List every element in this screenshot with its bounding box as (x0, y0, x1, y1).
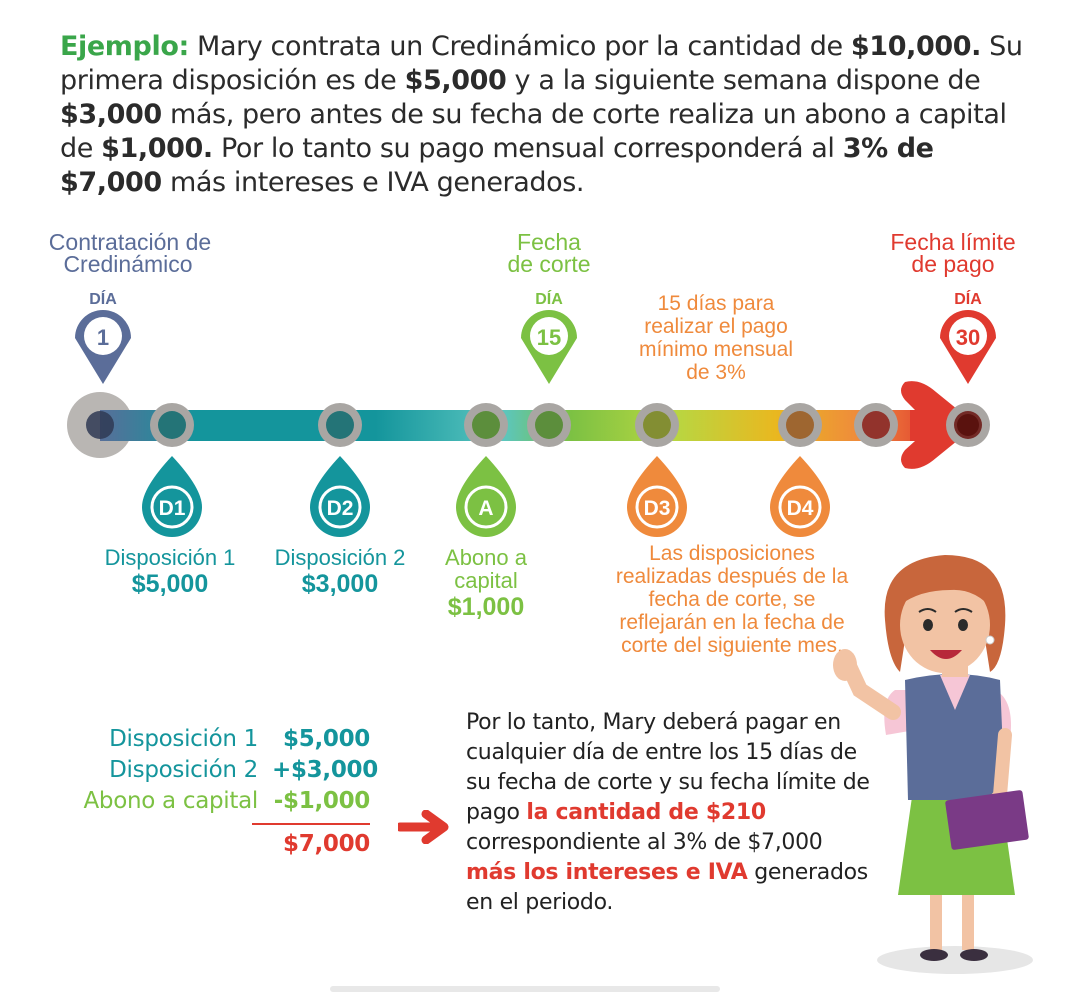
label-corte-2: de corte (507, 251, 590, 277)
intro-paragraph: Ejemplo: Mary contrata un Credinámico po… (60, 30, 1040, 200)
drop-icon (627, 456, 687, 537)
label-contratacion-2: Credinámico (63, 251, 192, 277)
drop-d2-amount: $3,000 (302, 570, 378, 598)
label-plazo-2: realizar el pago (644, 315, 788, 338)
timeline-node-core (535, 411, 563, 439)
pin-day-number: 30 (956, 325, 980, 350)
label-plazo-4: de 3% (686, 361, 746, 384)
summary-row-amount: $5,000 (283, 726, 370, 752)
drop-icon (456, 456, 516, 537)
drop-d1-amount: $5,000 (132, 570, 208, 598)
timeline-node-core (326, 411, 354, 439)
timeline-node-core (862, 411, 890, 439)
drop-d4: D4 (770, 456, 830, 537)
drop-icon (142, 456, 202, 537)
summary-divider (252, 823, 370, 825)
intro-text: más, pero antes de su fecha de corte rea… (60, 99, 1007, 164)
label-plazo-3: mínimo mensual (639, 338, 793, 361)
timeline-node-core (472, 411, 500, 439)
intro-text: más intereses e IVA generados. (161, 167, 585, 198)
drop-d1: D1 (142, 456, 202, 537)
drop-code: D4 (787, 497, 814, 520)
pin-day-30: DÍA 30 (940, 289, 996, 384)
note-line-3: fecha de corte, se (649, 588, 816, 611)
drop-d2-label: Disposición 2 (275, 545, 406, 570)
summary-row-amount: -$1,000 (273, 788, 371, 814)
explanation-text: Por lo tanto, Mary deberá pagar en cualq… (466, 710, 870, 825)
drop-icon (770, 456, 830, 537)
drop-code: A (478, 497, 493, 520)
explanation-text: generados en el periodo. (466, 860, 868, 915)
intro-amount: $3,000 (60, 99, 162, 130)
timeline-node-core (158, 411, 186, 439)
drop-a-label-1: Abono a (445, 545, 528, 570)
intro-text: Mary contrata un Credinámico por la cant… (188, 31, 851, 62)
explanation-highlight: más los intereses e IVA (466, 860, 748, 885)
drop-d1-label: Disposición 1 (105, 545, 236, 570)
note-line-1: Las disposiciones (649, 542, 815, 565)
timeline-node-core (643, 411, 671, 439)
drop-code: D3 (644, 497, 671, 520)
drop-a-amount: $1,000 (448, 593, 524, 621)
intro-text: Su primera disposición es de (60, 31, 1023, 96)
intro-amount: $10,000. (850, 31, 981, 62)
pin-day-number: 15 (537, 325, 561, 350)
label-contratacion-1: Contratación de (49, 229, 211, 255)
label-limite-2: de pago (911, 251, 994, 277)
summary-total: $7,000 (283, 831, 370, 857)
label-corte-1: Fecha (517, 229, 581, 255)
explanation-paragraph: Por lo tanto, Mary deberá pagar en cualq… (466, 708, 876, 918)
note-line-4: reflejarán en la fecha de (619, 611, 844, 634)
pin-day-word: DÍA (535, 289, 563, 308)
drop-a-label-2: capital (454, 568, 518, 593)
pin-day-15: DÍA 15 (521, 289, 577, 384)
pin-day-number: 1 (97, 325, 109, 350)
footer-bar (330, 986, 720, 992)
pin-day-word: DÍA (954, 289, 982, 308)
explanation-text: correspondiente al 3% de $7,000 (466, 830, 823, 855)
drop-d2: D2 (310, 456, 370, 537)
intro-amount: 3% de $7,000 (60, 133, 934, 198)
summary-row: Disposición 2 +$3,000 (40, 755, 378, 786)
timeline-node-core (86, 411, 114, 439)
intro-amount: $1,000. (101, 133, 213, 164)
intro-amount: $5,000 (404, 65, 507, 96)
note-line-2: realizadas después de la (616, 565, 849, 588)
intro-text: y a la siguiente semana dispone de (506, 65, 981, 96)
summary-row: Disposición 1 $5,000 (40, 724, 370, 755)
timeline-node-core (786, 411, 814, 439)
summary-row-label: Disposición 2 (109, 757, 258, 783)
summary-row-amount: +$3,000 (272, 757, 378, 783)
summary-row-label: Disposición 1 (109, 726, 258, 752)
mary-illustration (833, 555, 1033, 974)
timeline-arrow-head (901, 381, 972, 469)
explanation-highlight: la cantidad de $210 (526, 800, 766, 825)
drop-code: D1 (159, 497, 186, 520)
summary-total-row: $7,000 (40, 829, 370, 860)
drop-a: A (456, 456, 516, 537)
label-limite-1: Fecha límite (890, 229, 1015, 255)
pin-day-1: DÍA 1 (75, 289, 131, 384)
drop-code: D2 (327, 497, 354, 520)
label-plazo-1: 15 días para (658, 292, 775, 315)
note-line-5: corte del siguiente mes. (621, 634, 843, 657)
pin-day-word: DÍA (89, 289, 117, 308)
drop-icon (310, 456, 370, 537)
example-label: Ejemplo: (60, 31, 189, 62)
intro-text: Por lo tanto su pago mensual corresponde… (212, 133, 843, 164)
summary-row: Abono a capital -$1,000 (40, 786, 370, 817)
end-node-core (957, 414, 979, 436)
right-arrow-icon (398, 810, 449, 844)
summary-table: Disposición 1 $5,000 Disposición 2 +$3,0… (40, 724, 378, 860)
drop-d3: D3 (627, 456, 687, 537)
summary-row-label: Abono a capital (83, 788, 258, 814)
